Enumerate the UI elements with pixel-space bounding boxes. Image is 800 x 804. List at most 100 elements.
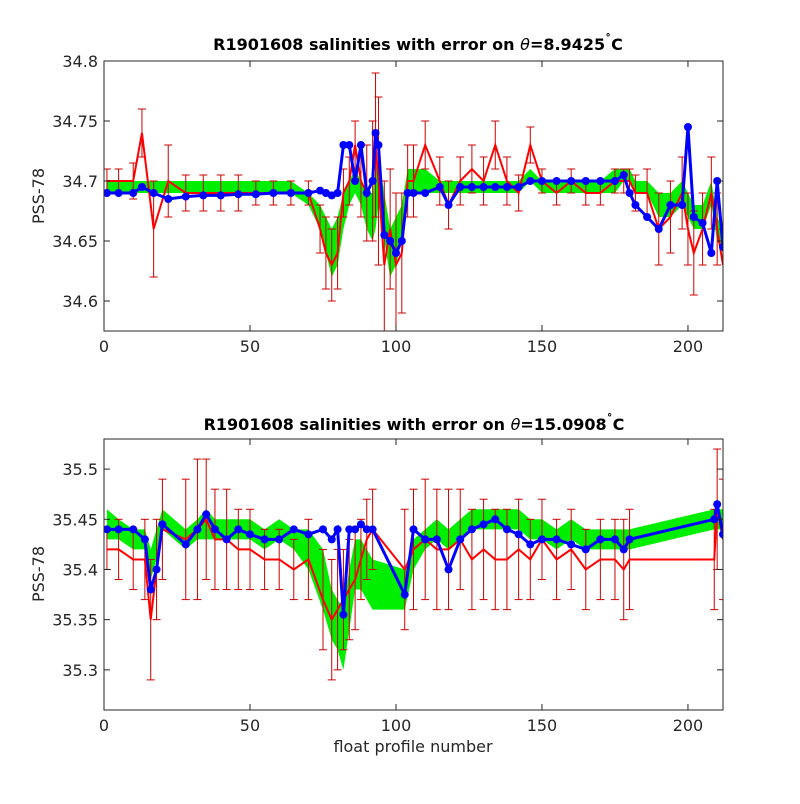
- blue-series-point: [409, 525, 418, 534]
- blue-series-point: [289, 525, 298, 534]
- blue-series-point: [202, 510, 211, 519]
- blue-series-point: [181, 192, 190, 201]
- blue-series-point: [318, 525, 327, 534]
- blue-series-point: [619, 171, 628, 179]
- y-tick-label: 34.8: [62, 52, 98, 71]
- blue-series-point: [368, 525, 377, 534]
- axes-box-bottom: [103, 438, 724, 711]
- blue-series-point: [707, 249, 716, 257]
- y-tick-label: 34.6: [62, 292, 98, 311]
- blue-series-point: [444, 565, 453, 574]
- blue-series-point: [502, 525, 511, 534]
- blue-series-point: [526, 177, 535, 185]
- y-tick-label: 34.75: [52, 112, 98, 131]
- blue-series-point: [432, 535, 441, 544]
- blue-series-point: [152, 565, 161, 574]
- plot-area-top: 0 50 100 150 200 34.6 34.65 34.7 34.75 34.8: [52, 52, 724, 356]
- blue-series-point: [467, 525, 476, 534]
- x-tick-label: 50: [240, 337, 260, 356]
- blue-series-point: [234, 190, 243, 199]
- chart-panel-top: R1901608 salinities with error on θ=8.94…: [29, 32, 724, 356]
- blue-series-point: [610, 535, 619, 544]
- axes-box-top: [103, 60, 724, 332]
- green-band-top: [106, 157, 723, 277]
- blue-series-point: [362, 525, 371, 534]
- blue-series-point: [269, 189, 278, 197]
- x-tick-label: 0: [99, 716, 109, 735]
- blue-series-point: [234, 525, 243, 534]
- blue-series-point: [552, 535, 561, 544]
- blue-series-point: [444, 201, 453, 209]
- plot-area-bottom: 0 50 100 150 200 35.3 35.35 35.4 35.45 35.5: [52, 438, 724, 735]
- blue-series-point: [137, 183, 146, 191]
- blue-series-point: [333, 189, 342, 197]
- y-tick-label: 35.3: [62, 661, 98, 680]
- blue-series-point: [552, 177, 561, 185]
- blue-series-point: [456, 183, 465, 191]
- blue-series-point: [456, 535, 465, 544]
- plot-content-top: [104, 72, 723, 331]
- blue-series-point: [537, 535, 546, 544]
- blue-series-point: [397, 237, 406, 245]
- blue-series-point: [514, 183, 523, 191]
- blue-series-point: [491, 515, 500, 524]
- blue-series-point: [479, 183, 488, 191]
- blue-series-point: [129, 189, 138, 197]
- blue-series-point: [666, 201, 675, 209]
- blue-series-point: [245, 530, 254, 539]
- plot-content-bottom: [104, 448, 723, 681]
- blue-series-point: [104, 189, 111, 197]
- blue-series-point: [304, 530, 313, 539]
- blue-series-point: [374, 141, 383, 149]
- chart-panel-bottom: R1901608 salinities with error on θ=15.0…: [29, 412, 724, 756]
- blue-series-point: [140, 535, 149, 544]
- blue-series-point: [251, 190, 260, 199]
- blue-series-point: [654, 225, 663, 233]
- blue-series-point: [683, 123, 692, 131]
- blue-series-point: [710, 515, 719, 524]
- blue-series-point: [351, 525, 360, 534]
- blue-series-point: [286, 189, 295, 197]
- blue-series-point: [114, 525, 123, 534]
- y-tick-label: 34.7: [62, 172, 98, 191]
- blue-series-point: [596, 177, 605, 185]
- blue-series-point: [698, 219, 707, 227]
- blue-series-point: [719, 243, 723, 251]
- blue-series-point: [345, 525, 354, 534]
- blue-series-point: [409, 189, 418, 197]
- blue-series-point: [581, 545, 590, 554]
- chart-title-top: R1901608 salinities with error on θ=8.94…: [213, 32, 623, 54]
- x-tick-label: 0: [99, 337, 109, 356]
- blue-series-point: [689, 213, 698, 221]
- y-tick-label: 35.4: [62, 560, 98, 579]
- blue-series-point: [371, 129, 380, 137]
- blue-series-point: [567, 177, 576, 185]
- blue-series-point: [146, 585, 155, 594]
- blue-series-point: [596, 535, 605, 544]
- blue-series-point: [339, 610, 348, 619]
- x-tick-label: 100: [381, 716, 412, 735]
- blue-series-point: [104, 525, 111, 534]
- blue-series-point: [181, 540, 190, 549]
- blue-series-point: [491, 183, 500, 191]
- blue-series-point: [526, 540, 535, 549]
- blue-series-point: [719, 530, 723, 539]
- blue-series-point: [362, 189, 371, 197]
- blue-series-point: [380, 231, 389, 239]
- blue-series-point: [193, 525, 202, 534]
- blue-series-point: [400, 590, 409, 599]
- blue-series-point: [333, 525, 342, 534]
- blue-series-point: [678, 201, 687, 209]
- blue-series-point: [351, 177, 360, 185]
- blue-series-point: [216, 191, 225, 200]
- blue-series-point: [356, 520, 365, 529]
- blue-series-point: [149, 189, 158, 197]
- x-axis-label-bottom: float profile number: [333, 737, 493, 756]
- blue-series-point: [467, 183, 476, 191]
- x-tick-label: 50: [240, 716, 260, 735]
- blue-series-point: [421, 535, 430, 544]
- blue-series-point: [619, 545, 628, 554]
- blue-series-point: [339, 141, 348, 149]
